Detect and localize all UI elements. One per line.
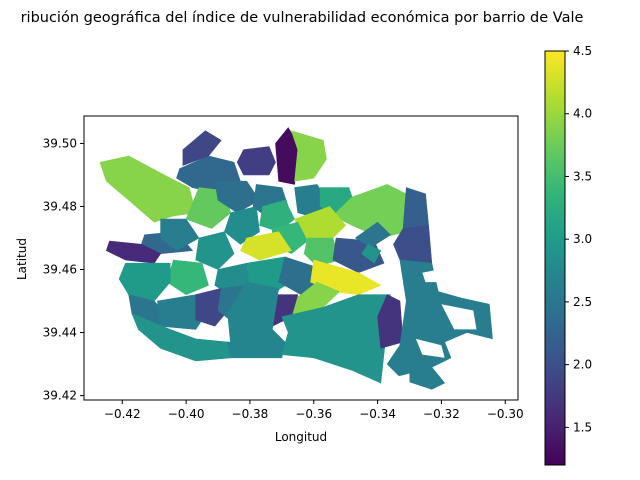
y-axis-label: Latitud — [15, 238, 29, 280]
water-cutout-3 — [415, 338, 445, 358]
neighborhood-region-1 — [99, 155, 197, 223]
x-tick-label: −0.34 — [359, 407, 396, 421]
colorbar-tick-label: 2.5 — [573, 295, 592, 309]
colorbar: 1.5 2.0 2.5 3.0 3.5 4.0 4.5 — [544, 44, 592, 466]
neighborhood-region-15 — [402, 187, 429, 229]
colorbar-gradient — [545, 51, 565, 465]
x-tick-label: −0.40 — [168, 407, 205, 421]
neighborhood-region-6 — [290, 130, 327, 182]
water-cutout-4 — [396, 373, 410, 387]
neighborhood-region-42 — [377, 294, 404, 349]
neighborhood-regions — [99, 127, 493, 390]
y-tick-label: 39.42 — [43, 389, 77, 403]
neighborhood-region-19 — [239, 231, 292, 261]
colorbar-tick-label: 2.0 — [573, 358, 592, 372]
colorbar-tick-label: 3.0 — [573, 232, 592, 246]
x-tick-label: −0.42 — [104, 407, 141, 421]
plot-frame — [83, 115, 519, 401]
colorbar-frame — [544, 50, 566, 466]
neighborhood-region-41 — [281, 294, 391, 384]
y-tick-label: 39.46 — [43, 263, 77, 277]
neighborhood-region-8 — [214, 180, 260, 214]
harbor-water-cutouts — [396, 269, 477, 387]
neighborhood-region-3 — [182, 130, 222, 166]
x-axis-label: Longitud — [275, 430, 327, 444]
y-tick-label: 39.48 — [43, 199, 77, 213]
x-tick-label: −0.32 — [423, 407, 460, 421]
colorbar-tick-label: 1.5 — [573, 420, 592, 434]
neighborhood-region-45 — [361, 243, 382, 264]
y-tick-label: 39.44 — [43, 326, 77, 340]
y-axis: 39.42 39.44 39.46 39.48 39.50 — [43, 136, 84, 403]
neighborhood-region-25 — [195, 231, 235, 270]
x-tick-label: −0.30 — [487, 407, 524, 421]
colorbar-tick-label: 4.0 — [573, 107, 592, 121]
neighborhood-region-40 — [227, 341, 286, 359]
x-tick-label: −0.36 — [295, 407, 332, 421]
chart-title: ribución geográfica del índice de vulner… — [21, 10, 584, 26]
neighborhood-region-24 — [160, 218, 200, 251]
y-tick-label: 39.50 — [43, 136, 77, 150]
neighborhood-region-4 — [236, 146, 276, 176]
colorbar-tick-label: 3.5 — [573, 169, 592, 183]
x-axis: −0.42 −0.40 −0.38 −0.36 −0.34 −0.32 −0.30 — [104, 400, 524, 421]
water-cutout-1 — [422, 269, 442, 283]
water-cutout-2 — [441, 304, 477, 330]
colorbar-ticks: 1.5 2.0 2.5 3.0 3.5 4.0 4.5 — [565, 44, 592, 434]
neighborhood-region-20 — [303, 237, 340, 267]
map-plot-area — [83, 115, 519, 401]
colorbar-tick-label: 4.5 — [573, 44, 592, 58]
x-tick-label: −0.38 — [232, 407, 269, 421]
neighborhood-region-43 — [386, 259, 493, 390]
